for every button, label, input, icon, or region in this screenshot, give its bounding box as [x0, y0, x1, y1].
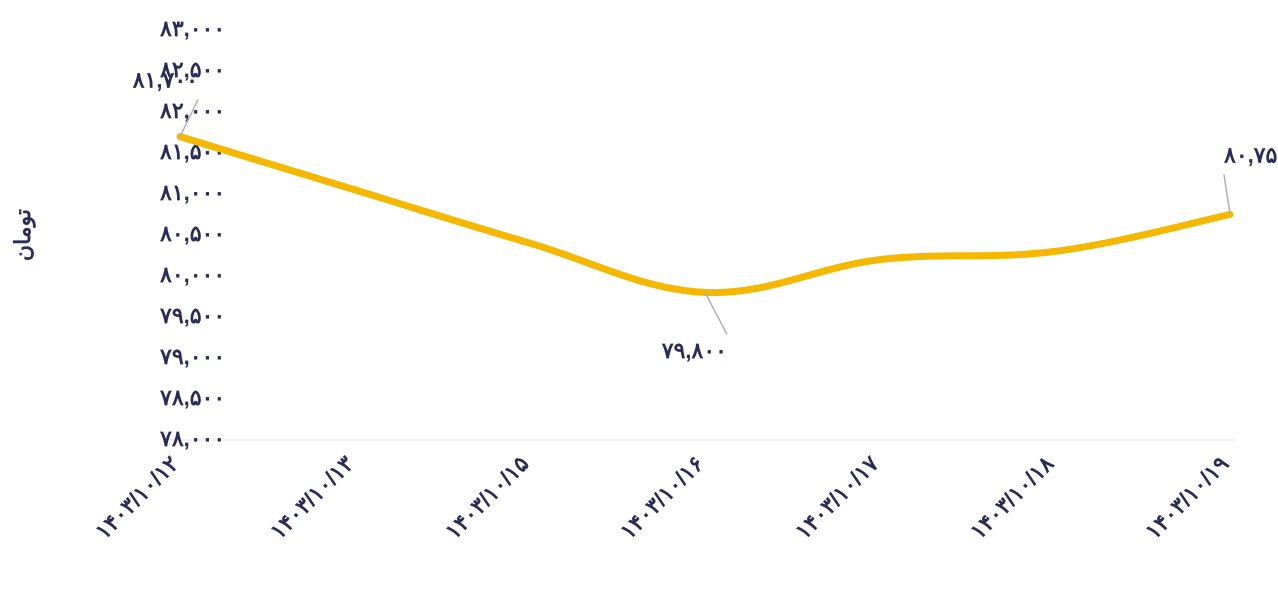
- y-tick-label: ۷۸,۰۰۰: [159, 426, 225, 451]
- y-tick-label: ۷۹,۰۰۰: [159, 344, 225, 369]
- y-axis-title: تومان: [10, 209, 36, 261]
- y-tick-label: ۸۰,۰۰۰: [159, 262, 225, 287]
- y-tick-label: ۷۹,۵۰۰: [159, 303, 225, 328]
- y-tick-label: ۸۱,۰۰۰: [159, 180, 225, 205]
- y-tick-label: ۷۸,۵۰۰: [159, 385, 225, 410]
- y-tick-label: ۸۳,۰۰۰: [159, 16, 225, 41]
- y-tick-label: ۸۰,۵۰۰: [159, 221, 225, 246]
- callout-label: ۸۰,۷۵۰: [1223, 142, 1278, 167]
- price-chart: ۷۸,۰۰۰ ۷۸,۵۰۰ ۷۹,۰۰۰ ۷۹,۵۰۰ ۸۰,۰۰۰ ۸۰,۵۰۰ ۸۱,۰…: [0, 0, 1278, 590]
- callout-label: ۷۹,۸۰۰: [661, 338, 727, 363]
- callout-label: ۸۱,۷۰۰: [132, 67, 198, 92]
